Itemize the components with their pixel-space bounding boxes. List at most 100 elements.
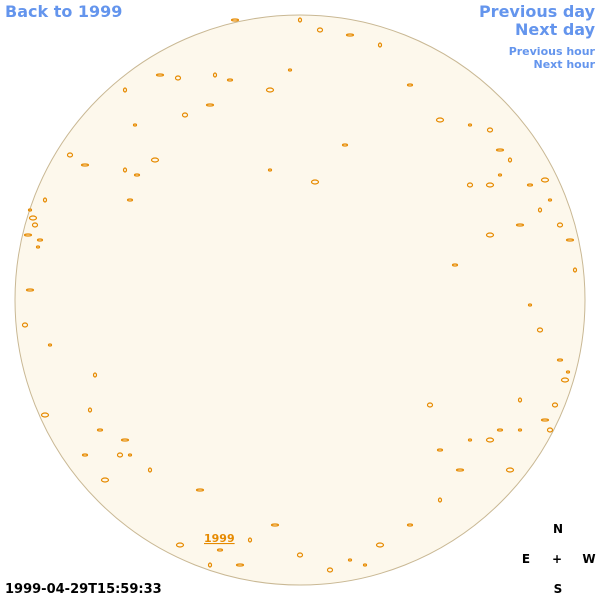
magnetic-feature xyxy=(406,83,414,87)
magnetic-feature xyxy=(47,343,53,347)
magnetic-feature xyxy=(310,179,320,185)
magnetic-feature xyxy=(466,182,474,188)
magnetic-feature xyxy=(435,117,445,123)
magnetic-feature xyxy=(426,402,434,408)
compass-center: + xyxy=(551,552,563,566)
magnetic-feature xyxy=(455,468,465,472)
magnetic-feature xyxy=(495,148,505,152)
magnetic-feature xyxy=(122,87,128,93)
magnetic-feature xyxy=(23,233,33,237)
magnetic-feature xyxy=(230,18,240,22)
magnetic-feature xyxy=(485,232,495,238)
magnetic-feature xyxy=(132,123,138,127)
magnetic-feature xyxy=(345,33,355,37)
magnetic-feature xyxy=(87,407,93,413)
magnetic-feature xyxy=(235,563,245,567)
magnetic-feature xyxy=(66,152,74,158)
magnetic-feature xyxy=(537,207,543,213)
compass-south: S xyxy=(553,582,563,596)
magnetic-feature xyxy=(25,288,35,292)
magnetic-feature xyxy=(505,467,515,473)
magnetic-feature xyxy=(556,358,564,362)
magnetic-feature xyxy=(270,523,280,527)
magnetic-feature xyxy=(27,208,33,212)
magnetic-feature xyxy=(150,157,160,163)
magnetic-feature xyxy=(341,143,349,147)
magnetic-feature xyxy=(297,17,303,23)
magnetic-feature xyxy=(526,183,534,187)
magnetic-feature xyxy=(175,542,185,548)
magnetic-feature xyxy=(517,428,523,432)
magnetic-feature xyxy=(565,370,571,374)
next-hour-link[interactable]: Next hour xyxy=(533,58,596,71)
magnetic-feature xyxy=(560,377,570,383)
magnetic-feature xyxy=(127,453,133,457)
timestamp: 1999-04-29T15:59:33 xyxy=(5,582,162,597)
magnetic-feature xyxy=(40,412,50,418)
magnetic-feature xyxy=(536,327,544,333)
compass-east: E xyxy=(521,552,531,566)
magnetic-feature xyxy=(155,73,165,77)
magnetic-feature xyxy=(120,438,130,442)
magnetic-feature xyxy=(267,168,273,172)
magnetic-feature xyxy=(507,157,513,163)
magnetic-feature xyxy=(546,427,554,433)
magnetic-feature xyxy=(28,215,38,221)
magnetic-feature xyxy=(497,173,503,177)
magnetic-feature xyxy=(540,418,550,422)
magnetic-feature xyxy=(287,68,293,72)
magnetic-feature xyxy=(467,438,473,442)
magnetic-feature xyxy=(96,428,104,432)
magnetic-feature xyxy=(21,322,29,328)
magnetic-feature xyxy=(226,78,234,82)
magnetic-feature xyxy=(31,222,39,228)
back-link[interactable]: Back to 1999 xyxy=(5,2,123,21)
magnetic-feature xyxy=(451,263,459,267)
previous-hour-link[interactable]: Previous hour xyxy=(508,45,595,58)
magnetic-feature xyxy=(347,558,353,562)
magnetic-feature xyxy=(122,167,128,173)
magnetic-feature xyxy=(126,198,134,202)
magnetic-feature xyxy=(174,75,182,81)
magnetic-feature xyxy=(467,123,473,127)
magnetic-feature xyxy=(35,245,41,249)
magnetic-feature xyxy=(296,552,304,558)
magnetic-feature xyxy=(565,238,575,242)
magnetic-feature xyxy=(36,238,44,242)
magnetic-feature xyxy=(527,303,533,307)
year-link[interactable]: 1999 xyxy=(204,532,235,545)
magnetic-feature xyxy=(92,372,98,378)
next-day-link[interactable]: Next day xyxy=(515,20,595,39)
magnetic-feature xyxy=(551,402,559,408)
magnetic-feature xyxy=(216,548,224,552)
magnetic-feature xyxy=(195,488,205,492)
magnetic-feature xyxy=(540,177,550,183)
magnetic-feature xyxy=(515,223,525,227)
magnetic-feature xyxy=(437,497,443,503)
magnetic-feature xyxy=(406,523,414,527)
magnetic-feature xyxy=(436,448,444,452)
magnetic-feature xyxy=(517,397,523,403)
magnetic-feature xyxy=(316,27,324,33)
magnetic-features xyxy=(21,17,578,573)
magnetic-feature xyxy=(572,267,578,273)
previous-day-link[interactable]: Previous day xyxy=(478,2,595,21)
magnetic-feature xyxy=(496,428,504,432)
magnetic-feature xyxy=(377,42,383,48)
magnetic-feature xyxy=(265,87,275,93)
magnetic-feature xyxy=(485,437,495,443)
magnetic-feature xyxy=(486,127,494,133)
magnetic-feature xyxy=(81,453,89,457)
magnetic-feature xyxy=(205,103,215,107)
magnetic-feature xyxy=(207,562,213,568)
magnetic-feature xyxy=(133,173,141,177)
magnetic-feature xyxy=(556,222,564,228)
solar-disk xyxy=(14,14,586,586)
magnetic-feature xyxy=(80,163,90,167)
magnetic-feature xyxy=(547,198,553,202)
magnetic-feature xyxy=(212,72,218,78)
magnetic-feature xyxy=(326,567,334,573)
magnetic-feature xyxy=(116,452,124,458)
